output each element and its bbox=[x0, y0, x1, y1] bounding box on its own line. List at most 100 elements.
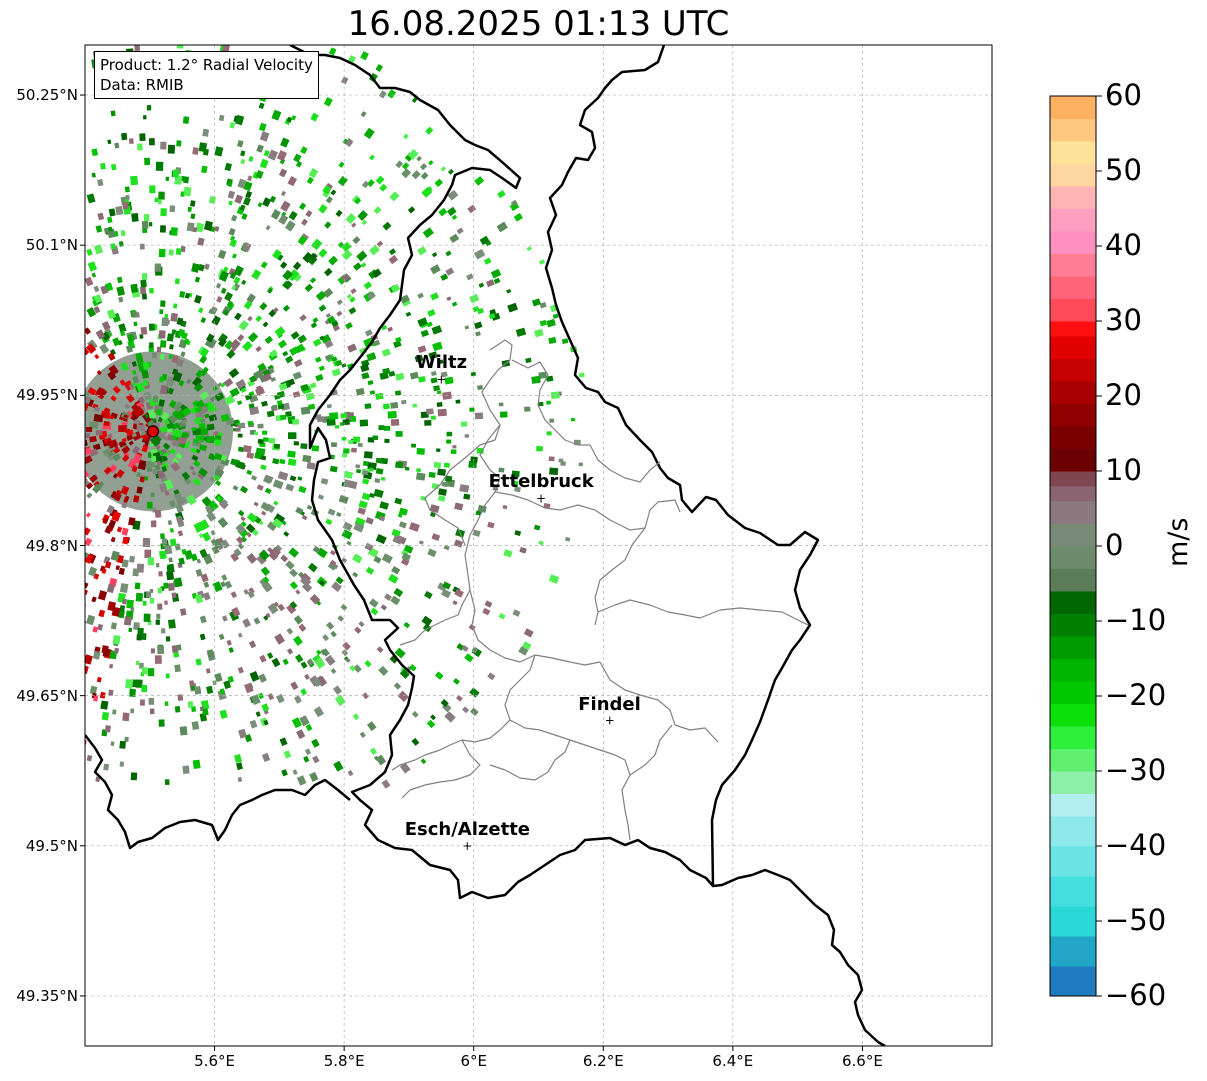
radar-echo-pixel bbox=[280, 414, 287, 421]
radar-echo-pixel bbox=[432, 341, 443, 352]
radar-echo-pixel bbox=[361, 219, 368, 226]
radar-echo-pixel bbox=[189, 465, 195, 471]
radar-echo-pixel bbox=[454, 502, 464, 511]
radar-echo-pixel bbox=[128, 383, 135, 390]
radar-echo-pixel bbox=[172, 429, 182, 438]
radar-echo-pixel bbox=[443, 462, 450, 468]
radar-echo-pixel bbox=[525, 357, 532, 364]
radar-echo-pixel bbox=[241, 213, 248, 220]
colorbar-tick-label: −10 bbox=[1105, 603, 1167, 637]
radar-echo-pixel bbox=[164, 313, 169, 319]
city-markers: + + + + bbox=[436, 372, 615, 852]
city-label: Wiltz bbox=[415, 352, 468, 374]
radar-echo-pixel bbox=[282, 304, 290, 312]
radar-echo-pixel bbox=[148, 222, 153, 227]
radar-echo-pixel bbox=[293, 359, 303, 368]
radar-echo-pixel bbox=[220, 287, 227, 294]
radar-echo-pixel bbox=[121, 527, 129, 536]
radar-echo-pixel bbox=[243, 197, 251, 206]
radar-echo-pixel bbox=[119, 583, 129, 593]
canton-border-path bbox=[599, 661, 719, 743]
canton-border-path bbox=[489, 739, 571, 781]
radar-echo-pixel bbox=[356, 469, 362, 474]
radar-echo-pixel bbox=[223, 680, 232, 690]
radar-echo-pixel bbox=[402, 162, 410, 170]
radar-echo-pixel bbox=[474, 412, 484, 420]
colorbar-segment bbox=[1050, 523, 1096, 547]
radar-echo-pixel bbox=[136, 471, 142, 478]
radar-echo-pixel bbox=[143, 214, 150, 222]
canton-border-path bbox=[594, 527, 646, 626]
radar-echo-pixel bbox=[150, 436, 161, 447]
city-label: Esch/Alzette bbox=[404, 818, 531, 840]
radar-echo-pixel bbox=[245, 523, 256, 534]
radar-echo-pixel bbox=[440, 166, 446, 172]
radar-echo-pixel bbox=[478, 282, 485, 288]
radar-echo-pixel bbox=[164, 779, 170, 786]
radar-echo-pixel bbox=[192, 477, 202, 487]
radar-echo-pixel bbox=[326, 315, 336, 324]
colorbar-segment bbox=[1050, 568, 1096, 592]
radar-echo-pixel bbox=[217, 382, 223, 388]
radar-echo-pixel bbox=[351, 194, 361, 204]
radar-echo-pixel bbox=[224, 291, 234, 302]
radar-echo-pixel bbox=[222, 309, 229, 316]
radar-echo-pixel bbox=[174, 664, 181, 673]
radar-echo-pixel bbox=[179, 608, 187, 616]
radar-echo-pixel bbox=[456, 695, 463, 702]
radar-echo-pixel bbox=[144, 476, 149, 481]
radar-echo-pixel bbox=[209, 476, 215, 482]
radar-echo-pixel bbox=[365, 566, 375, 575]
radar-echo-pixel bbox=[378, 665, 389, 677]
radar-echo-pixel bbox=[171, 435, 177, 440]
radar-echo-pixel bbox=[214, 479, 222, 487]
radar-echo-pixel bbox=[340, 603, 348, 611]
radar-echo-pixel bbox=[172, 169, 180, 178]
colorbar-segment bbox=[1050, 163, 1096, 187]
radar-echo-pixel bbox=[355, 464, 361, 469]
radar-echo-pixel bbox=[114, 647, 120, 654]
radar-echo-pixel bbox=[179, 726, 188, 736]
radar-echo-pixel bbox=[418, 376, 426, 383]
radar-echo-pixel bbox=[341, 453, 348, 458]
radar-echo-pixel bbox=[206, 423, 215, 431]
colorbar-tick-label: −60 bbox=[1105, 978, 1167, 1012]
radar-echo-pixel bbox=[326, 403, 332, 409]
france-border-path bbox=[85, 734, 351, 850]
radar-echo-pixel bbox=[99, 691, 106, 699]
radar-echo-pixel bbox=[263, 149, 270, 157]
radar-echo-pixel bbox=[259, 654, 267, 663]
radar-echo-pixel bbox=[249, 671, 260, 682]
radar-echo-pixel bbox=[299, 715, 310, 727]
radar-echo-pixel bbox=[431, 252, 438, 258]
radar-echo-pixel bbox=[125, 679, 134, 689]
radar-echo-pixel bbox=[142, 379, 149, 387]
radar-echo-pixel bbox=[376, 240, 384, 248]
radar-echo-pixel bbox=[304, 748, 312, 756]
radar-echo-pixel bbox=[246, 512, 258, 523]
radar-echo-pixel bbox=[160, 340, 167, 348]
radar-echo-pixel bbox=[196, 558, 202, 564]
radar-echo-pixel bbox=[436, 390, 442, 395]
radar-echo-pixel bbox=[300, 146, 308, 155]
radar-echo-pixel bbox=[221, 45, 230, 54]
radar-echo-pixel bbox=[289, 475, 297, 482]
radar-echo-pixel bbox=[115, 489, 122, 498]
radar-echo-pixel bbox=[453, 539, 464, 548]
radar-echo-pixel bbox=[159, 354, 165, 360]
radar-echo-pixel bbox=[578, 372, 585, 378]
radar-echo-pixel bbox=[131, 409, 141, 419]
radar-echo-pixel bbox=[169, 448, 177, 455]
radar-echo-pixel bbox=[112, 453, 122, 462]
radar-echo-pixel bbox=[118, 567, 125, 575]
lon-tick-label: 6.2°E bbox=[582, 1052, 624, 1070]
radar-echo-pixel bbox=[359, 419, 369, 427]
radar-echo-pixel bbox=[149, 287, 154, 294]
radar-echo-pixel bbox=[511, 480, 519, 487]
radar-echo-pixel bbox=[375, 534, 387, 545]
radar-echo-pixel bbox=[111, 511, 122, 522]
radar-echo-pixel bbox=[282, 350, 289, 357]
radar-echo-pixel bbox=[219, 688, 225, 695]
radar-echo-pixel bbox=[85, 343, 97, 354]
radar-echo-pixel bbox=[340, 273, 351, 283]
